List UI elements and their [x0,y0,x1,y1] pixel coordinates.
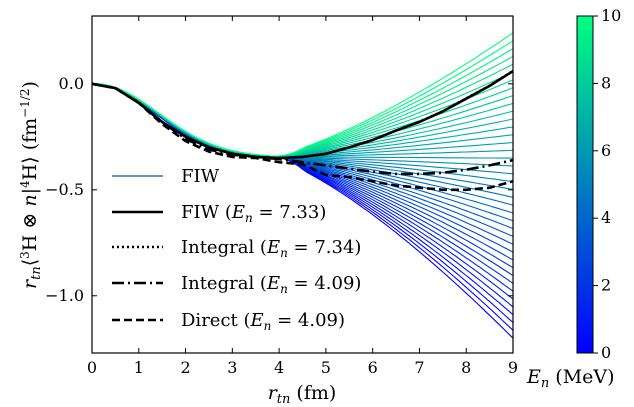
colorbar-tick-label: 2 [601,276,611,295]
x-tick-label: 3 [227,358,237,377]
legend-entry-fiw: FIW [112,166,220,187]
colorbar-tick-label: 10 [601,6,621,25]
colorbar: 0 2 4 6 8 10 En (MeV) [526,6,621,391]
series-line-dashdot [92,82,513,176]
y-axis-ticks: 0.0 −0.5 −1.0 [45,74,513,305]
legend-label-fiw-733: FIW (En = 7.33) [181,202,326,225]
fiw-curve [92,40,513,157]
fiw-curve [92,32,513,157]
x-tick-label: 1 [134,358,144,377]
x-tick-label: 0 [87,358,97,377]
legend-label-fiw: FIW [181,166,220,187]
y-axis-label: rtn⟨3H ⊗ n|4H⟩ (fm−1/2) [18,81,44,289]
colorbar-ticks: 0 2 4 6 8 10 [593,6,621,362]
colorbar-tick-label: 4 [601,208,611,227]
legend-label-integral-734: Integral (En = 7.34) [181,237,361,260]
series-line-dotted [92,69,513,160]
x-axis-ticks: 0 1 2 3 4 5 6 7 8 9 [87,16,518,377]
y-tick-label: −1.0 [45,286,84,305]
x-tick-label: 4 [274,358,284,377]
legend-label-direct-409: Direct (En = 4.09) [181,310,345,333]
fiw-curve [92,48,513,157]
colorbar-tick-label: 6 [601,141,611,160]
colorbar-label: En (MeV) [526,366,615,391]
y-tick-label: 0.0 [59,74,84,93]
legend-entry-integral-409: Integral (En = 4.09) [112,273,361,296]
fiw-curve [92,83,513,206]
x-axis-label: rtn (fm) [268,382,337,407]
plot-frame [91,15,514,354]
legend-entry-integral-734: Integral (En = 7.34) [112,237,361,260]
x-tick-label: 8 [461,358,471,377]
colorbar-tick-label: 8 [601,73,611,92]
legend-label-integral-409: Integral (En = 4.09) [181,273,361,296]
highlight-curves [92,69,513,192]
x-tick-label: 2 [180,358,190,377]
colorbar-tick-label: 0 [601,343,611,362]
legend-entry-direct-409: Direct (En = 4.09) [112,310,345,333]
legend-entry-fiw-733: FIW (En = 7.33) [112,202,326,225]
legend: FIW FIW (En = 7.33) Integral (En = 7.34)… [112,166,361,333]
series-line-dashed [92,82,513,192]
x-tick-label: 5 [321,358,331,377]
x-tick-label: 7 [414,358,424,377]
x-tick-label: 9 [508,358,518,377]
x-tick-label: 6 [368,358,378,377]
fiw-curve [92,83,513,198]
colorbar-gradient [576,15,594,354]
y-tick-label: −0.5 [45,180,84,199]
